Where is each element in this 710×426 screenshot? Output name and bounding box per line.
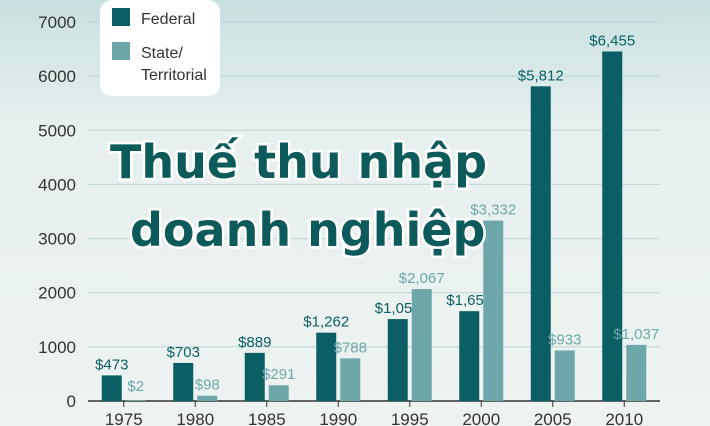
bar-federal-1980 — [173, 362, 194, 401]
x-tick-label: 2000 — [462, 410, 500, 426]
legend-label-federal: Federal — [141, 11, 195, 28]
bar-federal-2005 — [530, 86, 551, 401]
bar-state-1990 — [340, 358, 361, 401]
legend: Federal State/Territorial — [100, 0, 220, 96]
x-tick-label: 1990 — [319, 410, 357, 426]
data-label-state-1980: $98 — [195, 377, 220, 394]
bar-federal-1990 — [316, 332, 337, 401]
bar-state-2005 — [554, 350, 575, 401]
bar-federal-1995 — [387, 319, 408, 401]
overlay-title: Thuế thu nhập doanh nghiệp — [108, 133, 490, 260]
data-label-state-2005: $933 — [548, 331, 581, 348]
y-tick-label: 3000 — [38, 230, 76, 249]
legend-swatch-state — [112, 42, 130, 60]
overlay-title-line-1: Thuế thu nhập — [110, 135, 487, 189]
x-tick-label: 1980 — [176, 410, 214, 426]
data-label-state-1995: $2,067 — [399, 270, 445, 287]
legend-label-state: State/Territorial — [141, 45, 207, 84]
bar-federal-2010 — [602, 51, 623, 401]
data-label-state-2000: $3,332 — [470, 202, 516, 219]
data-label-state-2010: $1,037 — [613, 326, 659, 343]
legend-swatch-federal — [112, 8, 130, 26]
y-tick-label: 2000 — [38, 284, 76, 303]
bar-federal-2000 — [459, 311, 480, 401]
x-axis: 1975 1980 1985 1990 1995 2000 2005 2010 — [105, 401, 643, 426]
y-axis: 0 1000 2000 3000 4000 5000 6000 7000 — [38, 13, 76, 411]
x-tick-label: 2005 — [534, 410, 572, 426]
overlay-title-line-2: doanh nghiệp — [130, 203, 485, 257]
data-label-federal-2010: $6,455 — [589, 33, 635, 50]
data-label-federal-1985: $889 — [238, 334, 271, 351]
bar-state-2010 — [626, 344, 647, 401]
bar-state-1975 — [125, 400, 146, 401]
legend-label-state-line: Territorial — [141, 67, 207, 84]
bar-state-1980 — [197, 395, 218, 401]
x-tick-label: 1975 — [105, 410, 143, 426]
bars: $473 $2 $703 $98 $889 $291 $1,262 $788 $1,059 $2,… — [95, 33, 659, 401]
data-label-federal-2000: $1,659 — [446, 292, 492, 309]
y-tick-label: 7000 — [38, 13, 76, 32]
legend-label-state-line: State/ — [141, 45, 183, 62]
x-tick-label: 1985 — [248, 410, 286, 426]
bar-state-2000 — [483, 220, 504, 401]
data-label-federal-2005: $5,812 — [518, 67, 564, 84]
y-tick-label: 6000 — [38, 67, 76, 86]
data-label-federal-1980: $703 — [167, 344, 200, 361]
x-tick-label: 1995 — [391, 410, 429, 426]
data-label-state-1990: $788 — [334, 339, 367, 356]
bar-federal-1985 — [244, 352, 265, 401]
data-label-state-1975: $2 — [127, 378, 144, 395]
x-tick-label: 2010 — [605, 410, 643, 426]
y-tick-label: 4000 — [38, 175, 76, 194]
data-label-federal-1995: $1,059 — [375, 300, 421, 317]
data-label-federal-1975: $473 — [95, 356, 128, 373]
bar-state-1985 — [268, 385, 289, 401]
bar-state-1995 — [411, 289, 432, 401]
data-label-state-1985: $291 — [262, 366, 295, 383]
bar-federal-1975 — [101, 375, 122, 401]
y-tick-label: 5000 — [38, 121, 76, 140]
y-tick-label: 1000 — [38, 338, 76, 357]
y-tick-label: 0 — [67, 392, 76, 411]
data-label-federal-1990: $1,262 — [303, 314, 349, 331]
